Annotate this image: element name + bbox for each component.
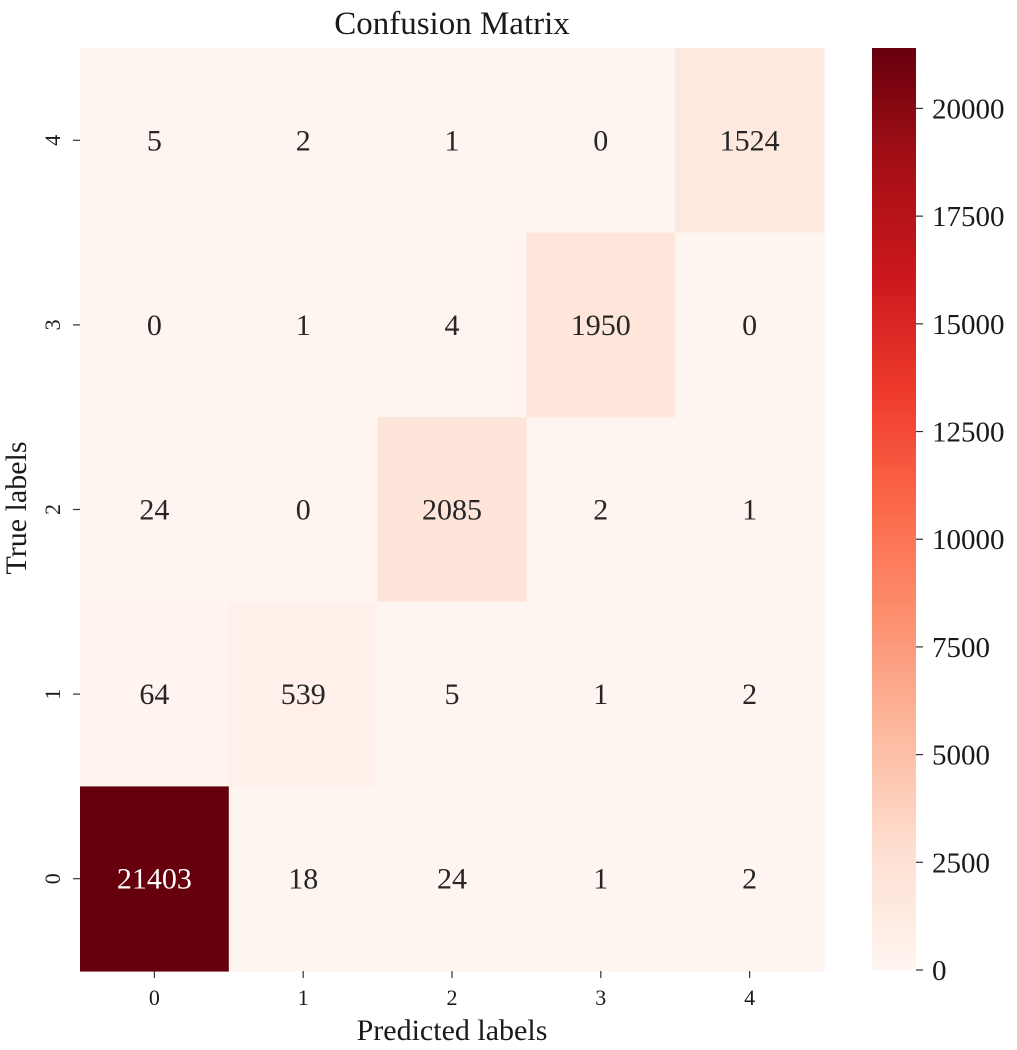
cell-value-label: 64 xyxy=(139,678,169,711)
cell-value-label: 2085 xyxy=(422,494,482,527)
cell-value-label: 5 xyxy=(445,678,460,711)
cell-value-label: 24 xyxy=(437,863,467,896)
heatmap-cell xyxy=(526,417,676,603)
heatmap-cell xyxy=(228,786,379,972)
x-tick-label: 4 xyxy=(744,985,755,1010)
cell-value-label: 539 xyxy=(281,678,326,711)
x-axis-ticks: 0 1 2 3 4 xyxy=(149,971,755,1010)
y-tick-label: 3 xyxy=(40,319,65,330)
heatmap-cell xyxy=(228,601,379,787)
heatmap-cell xyxy=(526,48,676,234)
heatmap-cell xyxy=(228,417,379,603)
heatmap-cell xyxy=(377,786,527,972)
cell-value-label: 1 xyxy=(593,863,608,896)
heatmap-cell xyxy=(675,48,825,234)
y-tick-label: 2 xyxy=(40,504,65,515)
colorbar-tick-label: 0 xyxy=(932,955,947,987)
x-tick-label: 2 xyxy=(447,985,458,1010)
heatmap-cell xyxy=(228,48,379,234)
x-axis-label: Predicted labels xyxy=(357,1014,548,1047)
heatmap-cell xyxy=(80,601,230,787)
colorbar-tick-label: 12500 xyxy=(932,417,1005,449)
cell-value-label: 2 xyxy=(593,494,608,527)
cell-value-label: 1 xyxy=(593,678,608,711)
heatmap-cell xyxy=(675,417,825,603)
heatmap-cell xyxy=(80,417,230,603)
y-tick-label: 1 xyxy=(40,689,65,700)
cell-value-label: 0 xyxy=(147,309,162,342)
heatmap-cell xyxy=(80,48,230,234)
x-tick-label: 3 xyxy=(595,985,606,1010)
cell-value-label: 0 xyxy=(742,309,757,342)
colorbar-ticks: 0 2500 5000 7500 10000 12500 15000 17500 20000 xyxy=(916,93,1005,987)
heatmap-cell xyxy=(526,601,676,787)
cell-value-label: 18 xyxy=(288,863,318,896)
cell-value-label: 5 xyxy=(147,124,162,157)
cell-value-label: 0 xyxy=(296,494,311,527)
heatmap-cell-labels: 5 2 1 0 1524 0 1 4 1950 0 24 0 2085 2 1 64 539 5 1 2 21403 18… xyxy=(117,124,780,895)
heatmap-cell xyxy=(377,417,527,603)
colorbar-tick-label: 2500 xyxy=(932,847,990,879)
colorbar-tick-label: 10000 xyxy=(932,524,1005,556)
heatmap-cell xyxy=(526,786,676,972)
heatmap-cell xyxy=(80,232,230,418)
heatmap-cell xyxy=(80,786,230,972)
y-axis-ticks: 4 3 2 1 0 xyxy=(40,135,80,884)
cell-value-label: 0 xyxy=(593,124,608,157)
cell-value-label: 2 xyxy=(296,124,311,157)
colorbar-tick-label: 5000 xyxy=(932,740,990,772)
heatmap-cell xyxy=(675,232,825,418)
y-tick-label: 4 xyxy=(40,135,65,146)
heatmap-cell xyxy=(675,601,825,787)
cell-value-label: 1 xyxy=(445,124,460,157)
heatmap-cell xyxy=(377,232,527,418)
cell-value-label: 1 xyxy=(742,494,757,527)
heatmap-cell xyxy=(675,786,825,972)
cell-value-label: 24 xyxy=(139,494,169,527)
cell-value-label: 4 xyxy=(445,309,460,342)
heatmap-cell xyxy=(228,232,379,418)
cell-value-label: 1950 xyxy=(571,309,631,342)
chart-title: Confusion Matrix xyxy=(334,6,570,42)
cell-value-label: 2 xyxy=(742,678,757,711)
colorbar-tick-label: 20000 xyxy=(932,93,1005,125)
heatmap-cell xyxy=(526,232,676,418)
x-tick-label: 0 xyxy=(149,985,160,1010)
cell-value-label: 21403 xyxy=(117,863,192,896)
colorbar-tick-label: 15000 xyxy=(932,309,1005,341)
cell-value-label: 2 xyxy=(742,863,757,896)
x-tick-label: 1 xyxy=(298,985,309,1010)
y-tick-label: 0 xyxy=(40,873,65,884)
cell-value-label: 1524 xyxy=(720,124,780,157)
y-axis-label: True labels xyxy=(0,441,33,574)
heatmap-cells xyxy=(80,48,825,972)
colorbar-tick-label: 7500 xyxy=(932,632,990,664)
cell-value-label: 1 xyxy=(296,309,311,342)
colorbar xyxy=(872,48,916,970)
heatmap-cell xyxy=(377,601,527,787)
colorbar-tick-label: 17500 xyxy=(932,201,1005,233)
heatmap-cell xyxy=(377,48,527,234)
